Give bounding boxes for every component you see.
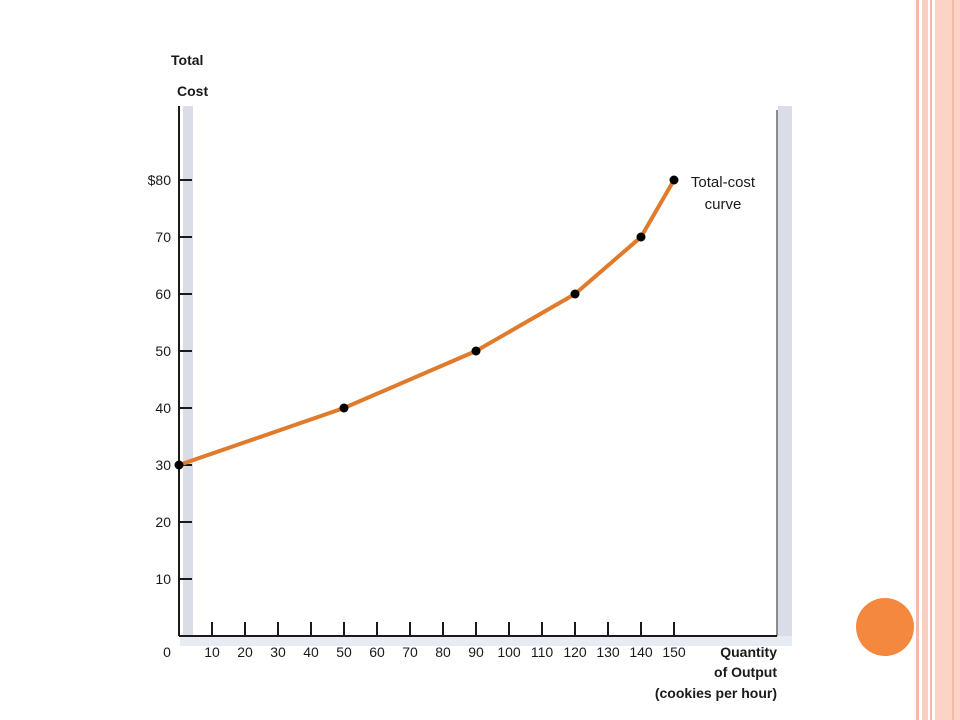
data-point xyxy=(636,232,646,242)
origin-label: 0 xyxy=(163,644,171,660)
y-tick-label: 70 xyxy=(155,229,171,245)
y-tick-label: $80 xyxy=(148,172,172,188)
x-tick-label: 120 xyxy=(563,644,587,660)
data-point xyxy=(570,289,580,299)
x-tick-label: 10 xyxy=(204,644,220,660)
data-point xyxy=(471,346,481,356)
right-panel-shadow xyxy=(778,106,792,646)
x-tick-label: 140 xyxy=(629,644,653,660)
data-point xyxy=(174,460,184,470)
x-tick-label: 80 xyxy=(435,644,451,660)
x-tick-label: 40 xyxy=(303,644,319,660)
curve-annotation-line2: curve xyxy=(705,196,742,213)
x-axis-title-line1: Quantity xyxy=(720,644,777,660)
x-tick-label: 20 xyxy=(237,644,253,660)
y-axis-title-line1: Total xyxy=(171,52,203,68)
y-tick-label: 40 xyxy=(155,400,171,416)
x-tick-label: 30 xyxy=(270,644,286,660)
series xyxy=(174,175,679,470)
x-tick-label: 90 xyxy=(468,644,484,660)
decor-stripe xyxy=(916,0,919,720)
ticks: 10 20 30 40 50 60 70 80 90 100 110 120 130 140 150 10 20… xyxy=(148,172,686,660)
total-cost-chart: Total Cost Quantity of Output (cookies p… xyxy=(148,52,792,701)
x-tick-label: 150 xyxy=(662,644,686,660)
x-tick-label: 60 xyxy=(369,644,385,660)
bottom-panel-shadow xyxy=(180,636,792,646)
x-axis-title-line3: (cookies per hour) xyxy=(655,685,777,701)
y-tick-label: 60 xyxy=(155,286,171,302)
decor-stripe xyxy=(922,0,928,720)
y-tick-label: 20 xyxy=(155,514,171,530)
decor-stripe xyxy=(952,0,954,720)
y-tick-label: 50 xyxy=(155,343,171,359)
y-axis-title-line2: Cost xyxy=(177,83,208,99)
x-tick-label: 100 xyxy=(497,644,521,660)
x-tick-label: 50 xyxy=(336,644,352,660)
x-tick-label: 70 xyxy=(402,644,418,660)
x-tick-label: 110 xyxy=(531,644,554,660)
curve-annotation-line1: Total-cost xyxy=(691,174,756,191)
y-tick-label: 10 xyxy=(155,571,171,587)
data-point xyxy=(669,175,679,185)
decor-stripe xyxy=(930,0,932,720)
total-cost-curve-line xyxy=(177,178,676,467)
decor-circle xyxy=(856,598,914,656)
x-axis-title-line2: of Output xyxy=(714,664,777,680)
data-point xyxy=(339,403,349,413)
left-panel-shadow xyxy=(183,106,193,646)
decor-stripe xyxy=(935,0,960,720)
x-tick-label: 130 xyxy=(596,644,620,660)
y-tick-label: 30 xyxy=(155,457,171,473)
